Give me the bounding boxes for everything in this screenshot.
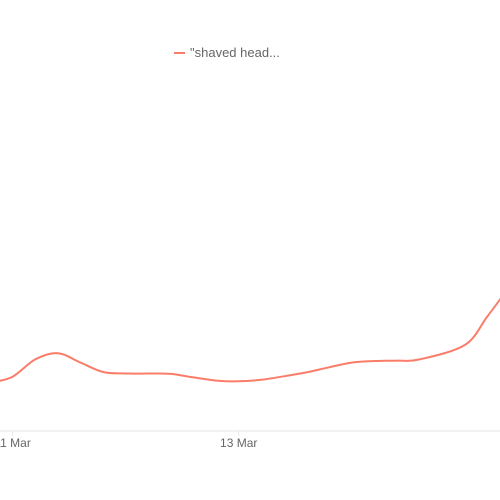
chart-legend[interactable]: "shaved head... — [0, 44, 500, 62]
x-tick-label: 13 Mar — [220, 436, 257, 450]
x-axis-ticks: 11 Mar 13 Mar — [0, 431, 257, 450]
legend-label: "shaved head... — [190, 45, 280, 60]
x-tick-label: 11 Mar — [0, 436, 31, 450]
legend-swatch — [174, 52, 185, 54]
series-line[interactable] — [0, 286, 500, 383]
